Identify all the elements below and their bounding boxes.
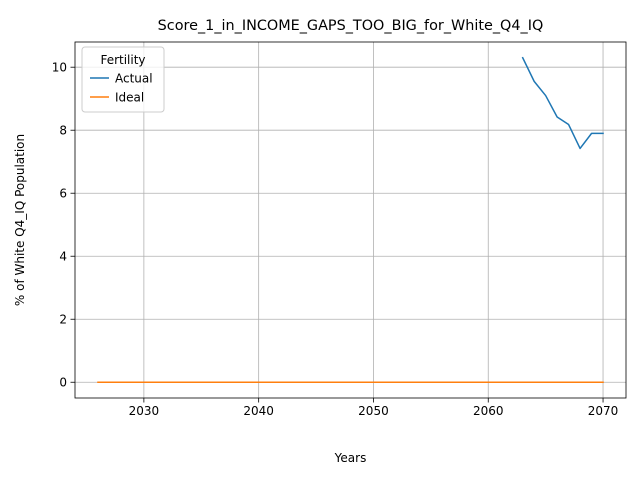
y-axis-label: % of White Q4_IQ Population [13,134,27,306]
y-tick-label: 4 [59,250,67,264]
legend: Fertility Actual Ideal [81,46,165,113]
x-tick-label: 2050 [358,404,389,418]
legend-label-ideal: Ideal [115,91,144,105]
x-axis-label: Years [334,451,367,465]
legend-title: Fertility [100,53,145,67]
y-tick-label: 8 [59,124,67,138]
plot-area-frame [74,41,627,399]
legend-label-actual: Actual [115,72,153,86]
grid-lines [75,42,626,398]
legend-items: Actual Ideal [90,72,153,105]
x-tick-label: 2040 [243,404,274,418]
chart-title: Score_1_in_INCOME_GAPS_TOO_BIG_for_White… [158,18,544,34]
x-tick-label: 2070 [588,404,619,418]
x-tick-label: 2030 [129,404,160,418]
y-tick-label: 10 [52,61,67,75]
y-tick-label: 6 [59,187,67,201]
y-tick-label: 2 [59,313,67,327]
series-lines [97,56,604,383]
x-tick-label: 2060 [473,404,504,418]
legend-box [81,46,165,113]
y-tick-label: 0 [59,376,67,390]
axis-ticks: 2030 2040 2050 2060 2070 0 2 4 6 8 10 [52,61,619,418]
series-line-actual [521,56,604,150]
